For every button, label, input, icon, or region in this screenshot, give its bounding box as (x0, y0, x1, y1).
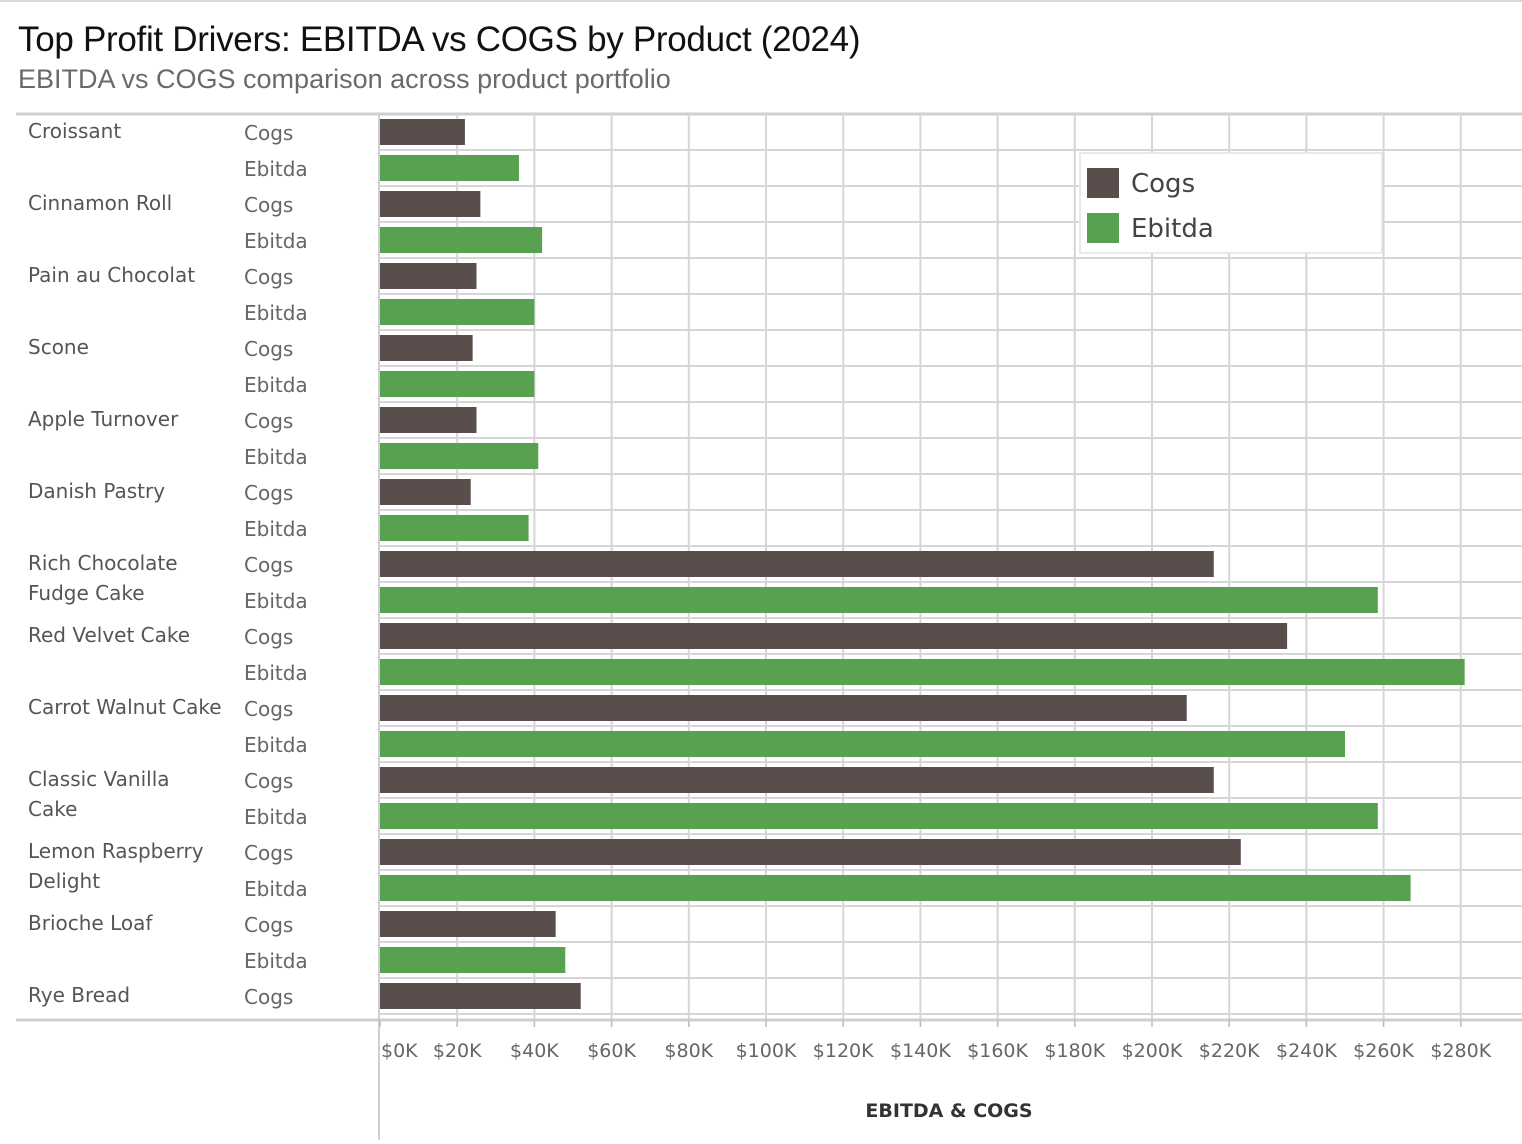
product-label: Cinnamon Roll (28, 191, 172, 215)
product-label: Rye Bread (28, 983, 130, 1007)
product-label: Danish Pastry (28, 479, 165, 503)
product-label: Red Velvet Cake (28, 623, 190, 647)
bar-ebitda (380, 515, 529, 541)
bars (380, 119, 1465, 1009)
bar-cogs (380, 479, 471, 505)
measure-label: Cogs (244, 553, 293, 577)
bar-ebitda (380, 227, 543, 253)
x-tick-label: $60K (587, 1040, 636, 1062)
measure-label: Ebitda (244, 229, 308, 253)
product-label: Scone (28, 335, 89, 359)
x-tick-label: $100K (736, 1040, 797, 1062)
bar-ebitda (380, 803, 1378, 829)
measure-label: Ebitda (244, 445, 308, 469)
bar-cogs (380, 695, 1187, 721)
product-label: Lemon Raspberry Delight (28, 839, 204, 893)
measure-label: Cogs (244, 409, 293, 433)
x-axis-ticks: $0K $20K $40K $60K $80K $100K $120K $140K $160K $… (381, 1040, 1492, 1062)
bar-ebitda (380, 875, 1411, 901)
bar-ebitda (380, 371, 535, 397)
measure-label: Cogs (244, 193, 293, 217)
bar-cogs (380, 911, 556, 937)
bar-ebitda (380, 659, 1465, 685)
bar-ebitda (380, 587, 1378, 613)
bar-cogs (380, 983, 581, 1009)
bar-cogs (380, 263, 477, 289)
measure-label: Ebitda (244, 877, 308, 901)
x-tick-label: $80K (664, 1040, 713, 1062)
legend-swatch-cogs (1087, 168, 1119, 198)
legend-swatch-ebitda (1087, 213, 1119, 243)
x-axis-title: EBITDA & COGS (865, 1100, 1032, 1122)
chart-title: Top Profit Drivers: EBITDA vs COGS by Pr… (18, 20, 861, 59)
product-label: Apple Turnover (28, 407, 179, 431)
product-label: Croissant (28, 119, 121, 143)
x-tick-label: $140K (890, 1040, 951, 1062)
legend-box (1079, 152, 1383, 254)
bar-cogs (380, 767, 1214, 793)
measure-label: Ebitda (244, 661, 308, 685)
bar-cogs (380, 191, 481, 217)
x-tick-label: $280K (1430, 1040, 1491, 1062)
measure-label: Cogs (244, 625, 293, 649)
measure-label: Ebitda (244, 517, 308, 541)
measure-label: Cogs (244, 985, 293, 1009)
measure-label: Ebitda (244, 589, 308, 613)
bar-cogs (380, 335, 473, 361)
measure-label: Ebitda (244, 301, 308, 325)
measure-label: Cogs (244, 697, 293, 721)
x-tick-label: $40K (510, 1040, 559, 1062)
measure-label: Cogs (244, 337, 293, 361)
product-label: Carrot Walnut Cake (28, 695, 222, 719)
top-border (0, 0, 1522, 2)
measure-label: Cogs (244, 265, 293, 289)
bar-cogs (380, 551, 1214, 577)
bar-cogs (380, 119, 465, 145)
x-tick-label: $200K (1122, 1040, 1183, 1062)
measure-label: Cogs (244, 481, 293, 505)
measure-label: Cogs (244, 913, 293, 937)
measure-label: Ebitda (244, 733, 308, 757)
bar-cogs (380, 407, 477, 433)
bar-cogs (380, 623, 1288, 649)
legend-label-ebitda: Ebitda (1131, 214, 1214, 244)
product-label: Rich Chocolate Fudge Cake (28, 551, 178, 605)
product-label: Pain au Chocolat (28, 263, 195, 287)
bar-cogs (380, 839, 1241, 865)
measure-label: Ebitda (244, 373, 308, 397)
legend-label-cogs: Cogs (1131, 169, 1195, 199)
row-labels: Croissant Cogs Ebitda Cinnamon Roll Cogs Ebit… (28, 119, 308, 1009)
measure-label: Ebitda (244, 949, 308, 973)
bar-ebitda (380, 947, 566, 973)
measure-label: Cogs (244, 121, 293, 145)
bar-ebitda (380, 731, 1345, 757)
measure-label: Cogs (244, 841, 293, 865)
measure-label: Cogs (244, 769, 293, 793)
product-label: Classic Vanilla Cake (28, 767, 170, 821)
x-tick-label: $220K (1199, 1040, 1260, 1062)
x-tick-label: $20K (433, 1040, 482, 1062)
chart-subtitle: EBITDA vs COGS comparison across product… (18, 64, 671, 94)
x-tick-label: $0K (381, 1040, 418, 1062)
bar-ebitda (380, 155, 519, 181)
product-label: Brioche Loaf (28, 911, 153, 935)
x-tick-label: $180K (1044, 1040, 1105, 1062)
measure-label: Ebitda (244, 805, 308, 829)
measure-label: Ebitda (244, 157, 308, 181)
x-tick-label: $240K (1276, 1040, 1337, 1062)
bar-ebitda (380, 299, 535, 325)
x-tick-label: $160K (967, 1040, 1028, 1062)
bar-ebitda (380, 443, 539, 469)
x-tick-label: $260K (1353, 1040, 1414, 1062)
legend: Cogs Ebitda (1079, 152, 1383, 254)
x-tick-label: $120K (813, 1040, 874, 1062)
